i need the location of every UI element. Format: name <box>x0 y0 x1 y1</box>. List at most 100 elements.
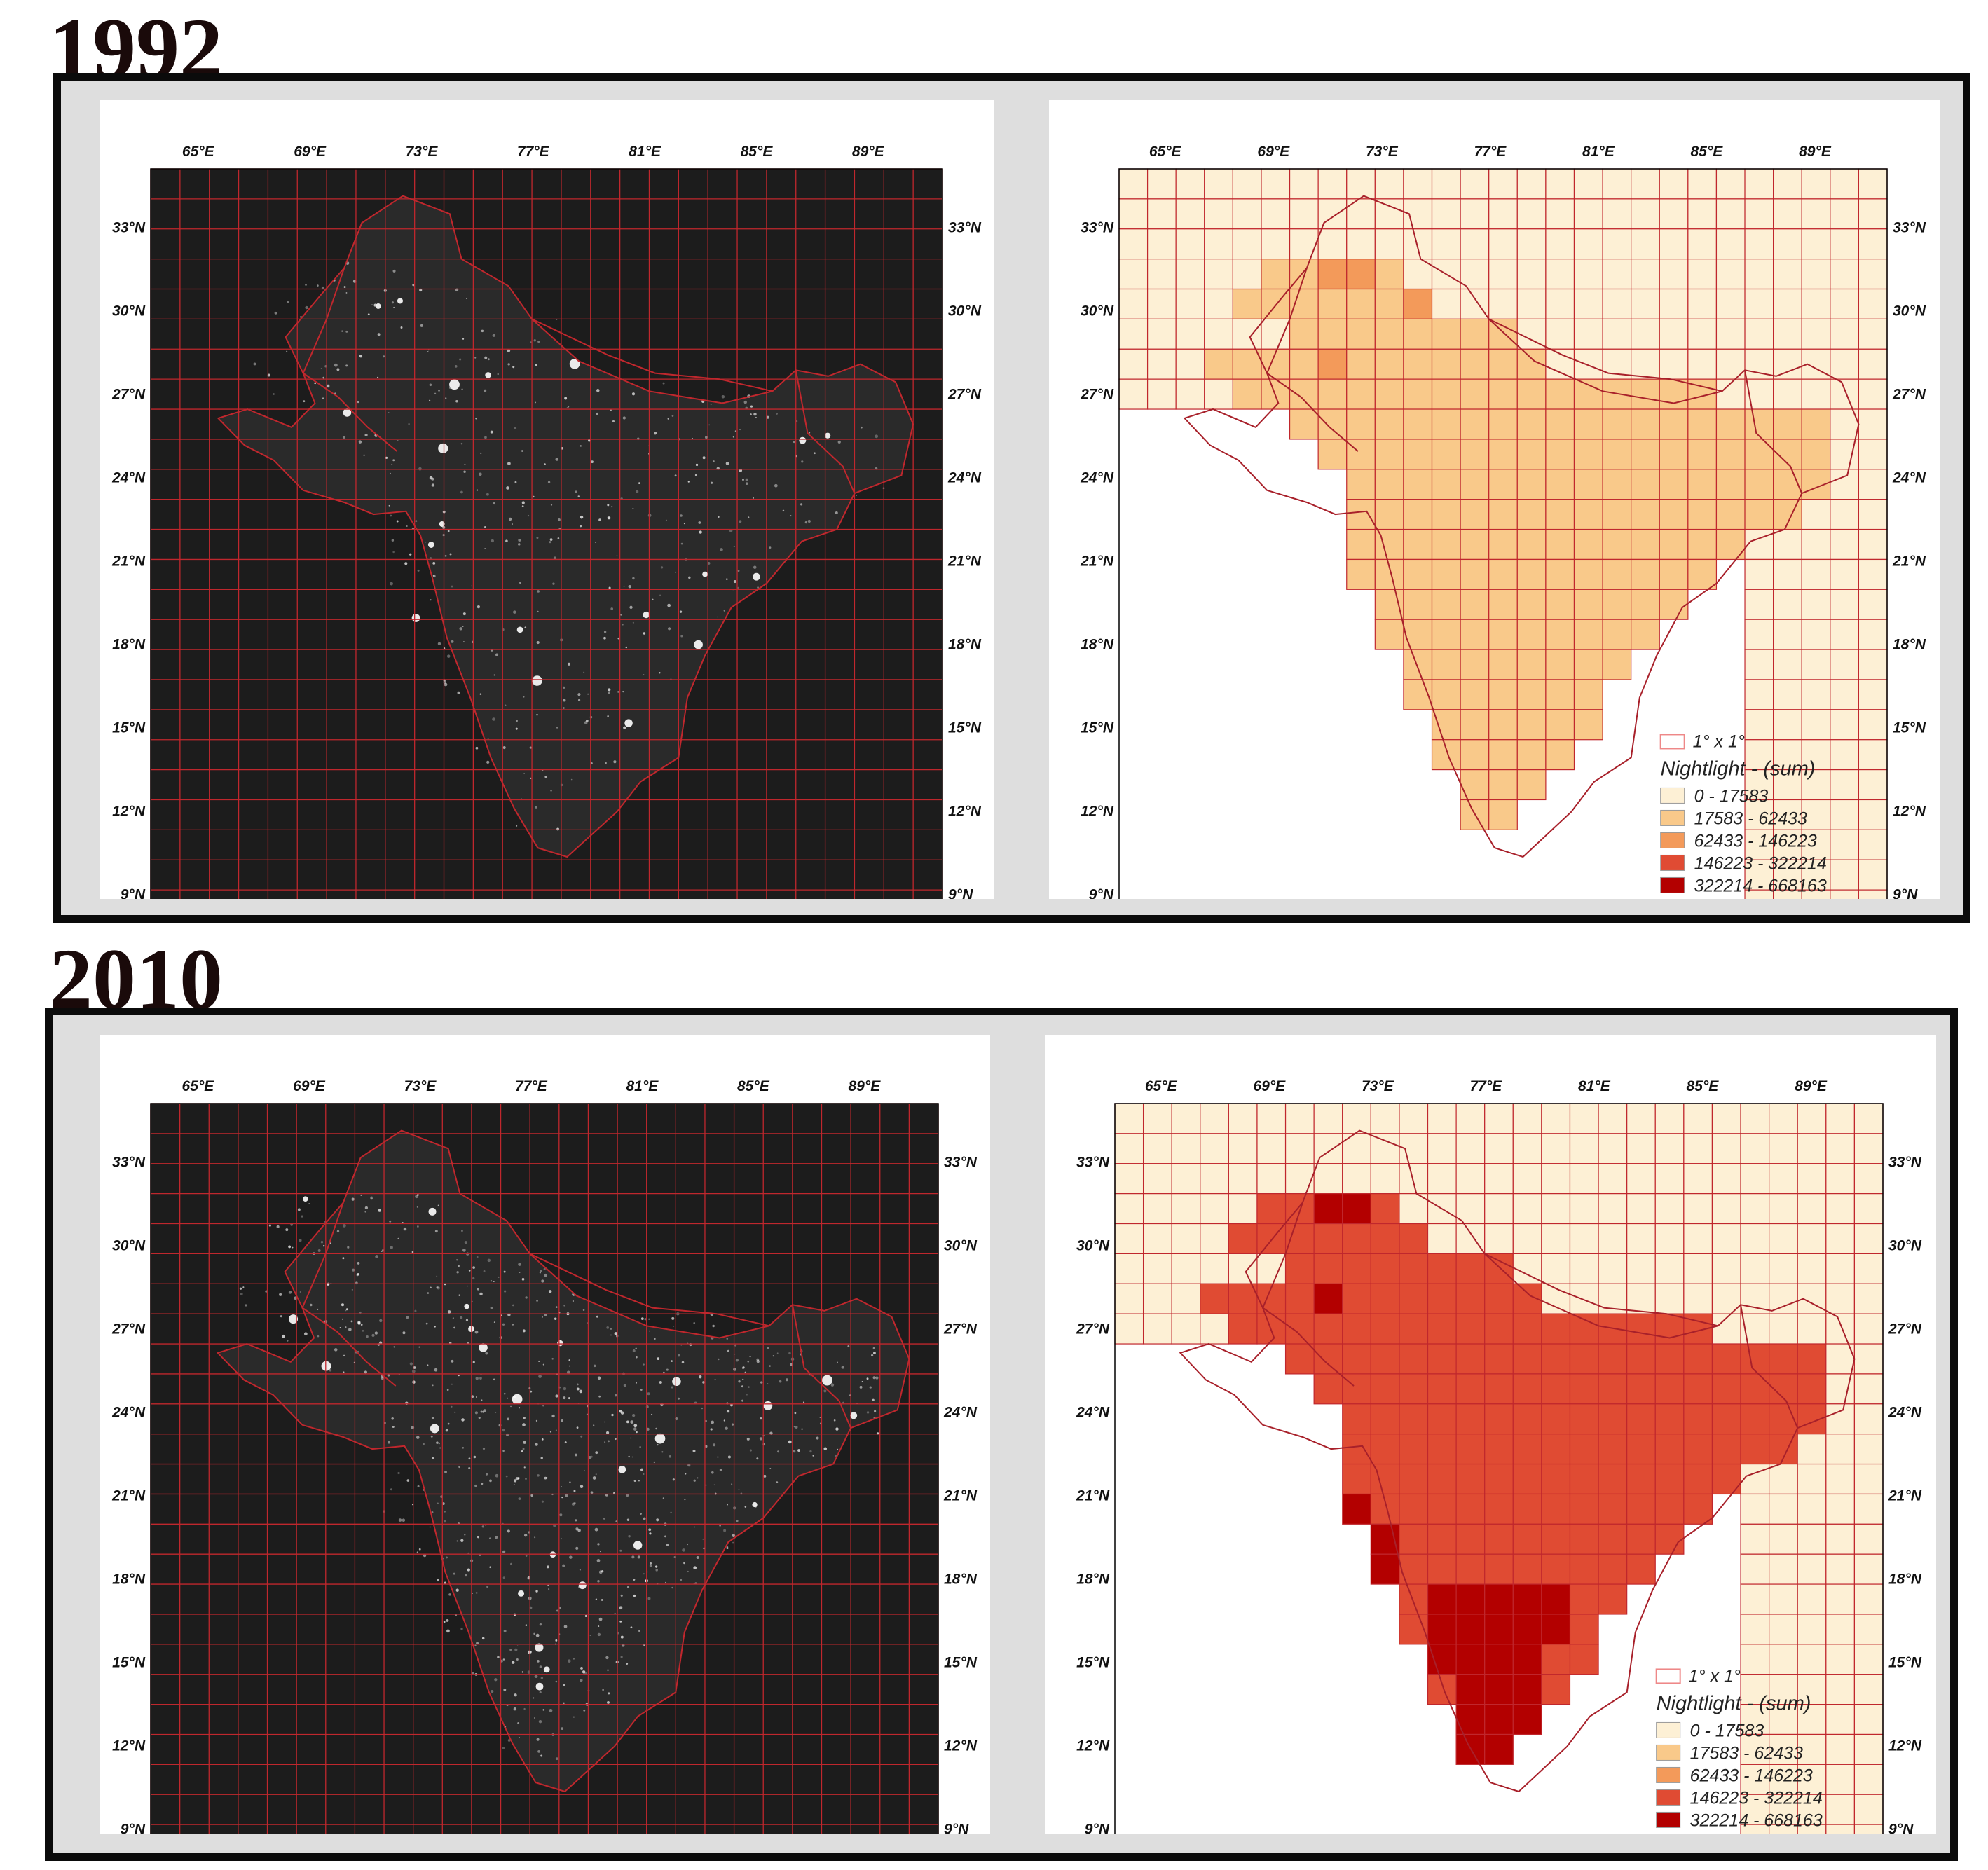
grid-cell <box>1460 709 1490 741</box>
light-point <box>608 516 611 520</box>
light-point <box>439 521 445 527</box>
lat-tick-label: 30°N <box>1888 1238 1922 1254</box>
grid-cell <box>1853 1103 1884 1134</box>
light-point <box>747 1360 750 1363</box>
grid-cell <box>1512 1313 1542 1345</box>
grid-cell <box>1853 1313 1884 1345</box>
light-point <box>495 653 499 656</box>
light-point <box>314 382 316 385</box>
grid-cell <box>1825 1703 1856 1735</box>
grid-cell <box>1769 1733 1798 1765</box>
light-point <box>555 1757 558 1761</box>
light-point <box>431 1417 434 1419</box>
light-point <box>795 1426 798 1429</box>
light-point <box>536 1738 540 1741</box>
grid-cell <box>1659 439 1689 470</box>
light-point <box>598 1395 601 1398</box>
light-point <box>719 1525 721 1527</box>
light-point <box>617 637 620 640</box>
light-point <box>472 1266 475 1269</box>
light-point <box>504 1290 507 1293</box>
lat-tick-label: 15°N <box>948 720 982 736</box>
light-point <box>703 1547 705 1550</box>
grid-cell <box>1484 1403 1514 1435</box>
light-point <box>705 1484 707 1486</box>
light-point <box>529 746 532 749</box>
grid-cell <box>1399 1614 1429 1645</box>
grid-cell <box>1797 1493 1827 1525</box>
grid-cell <box>1853 1764 1884 1795</box>
grid-cell <box>1858 198 1888 230</box>
grid-cell <box>1541 1614 1571 1645</box>
grid-cell <box>1488 649 1518 680</box>
lat-tick-label: 21°N <box>1892 554 1926 570</box>
grid-cell <box>1516 528 1547 561</box>
figure-frame-1992: 65°E65°E69°E69°E73°E73°E77°E77°E81°E81°E… <box>53 73 1970 923</box>
light-point <box>563 699 566 702</box>
light-point <box>288 1245 292 1249</box>
light-point <box>357 401 359 404</box>
grid-cell <box>1659 228 1689 260</box>
light-point <box>393 306 395 308</box>
light-point <box>336 368 340 371</box>
light-point <box>429 556 432 560</box>
light-point <box>555 1429 557 1431</box>
grid-cell <box>1573 318 1603 350</box>
light-point <box>404 562 408 565</box>
light-point <box>622 691 624 693</box>
light-point <box>558 1607 561 1609</box>
light-point <box>753 565 757 569</box>
light-point <box>505 539 508 542</box>
light-point <box>439 1447 441 1449</box>
grid-cell <box>1744 408 1774 440</box>
light-point <box>525 1624 528 1626</box>
light-point <box>535 1443 538 1446</box>
light-point <box>342 435 345 439</box>
grid-cell <box>1830 499 1860 530</box>
grid-cell <box>1825 1103 1856 1134</box>
grid-cell <box>1403 439 1433 470</box>
lat-tick-label: 18°N <box>1076 1572 1110 1588</box>
legend-title: Nightlight - (sum) <box>1657 1692 1811 1714</box>
light-point <box>533 1632 535 1635</box>
grid-cell <box>1659 408 1689 440</box>
light-point <box>859 1385 863 1389</box>
light-point <box>451 1383 453 1385</box>
grid-cell <box>1740 1733 1770 1765</box>
grid-cell <box>1146 228 1177 260</box>
grid-cell <box>1825 1223 1856 1254</box>
grid-cell <box>1516 499 1547 530</box>
grid-cell <box>1399 1553 1429 1585</box>
grid-cell <box>1232 168 1262 200</box>
grid-cell <box>1399 1583 1429 1615</box>
grid-cell <box>1516 739 1547 771</box>
grid-cell <box>1825 1824 1856 1834</box>
grid-cell <box>1403 649 1433 680</box>
grid-cell <box>1431 499 1461 530</box>
grid-cell <box>1313 1163 1343 1195</box>
light-point <box>301 1215 303 1218</box>
grid-cell <box>1598 1223 1628 1254</box>
light-point <box>757 586 759 589</box>
light-point <box>474 1330 479 1334</box>
light-point <box>608 1692 610 1695</box>
light-point <box>730 1403 733 1407</box>
grid-cell <box>1740 1824 1770 1834</box>
grid-cell <box>1342 1463 1371 1495</box>
grid-cell <box>1744 649 1774 680</box>
light-point <box>583 671 585 673</box>
light-point <box>446 1389 449 1391</box>
light-point <box>535 806 537 809</box>
country-border <box>1266 268 1359 452</box>
light-point <box>305 283 308 286</box>
grid-cell <box>1654 1283 1685 1314</box>
light-point <box>694 640 703 649</box>
light-point <box>317 1249 321 1252</box>
grid-cell <box>1744 259 1774 290</box>
grid-cell <box>1516 378 1547 410</box>
grid-cell <box>1773 348 1802 380</box>
grid-cell <box>1204 168 1233 200</box>
grid-cell <box>1801 799 1831 830</box>
grid-cell <box>1484 1223 1514 1254</box>
grid-cell <box>1654 1523 1685 1555</box>
